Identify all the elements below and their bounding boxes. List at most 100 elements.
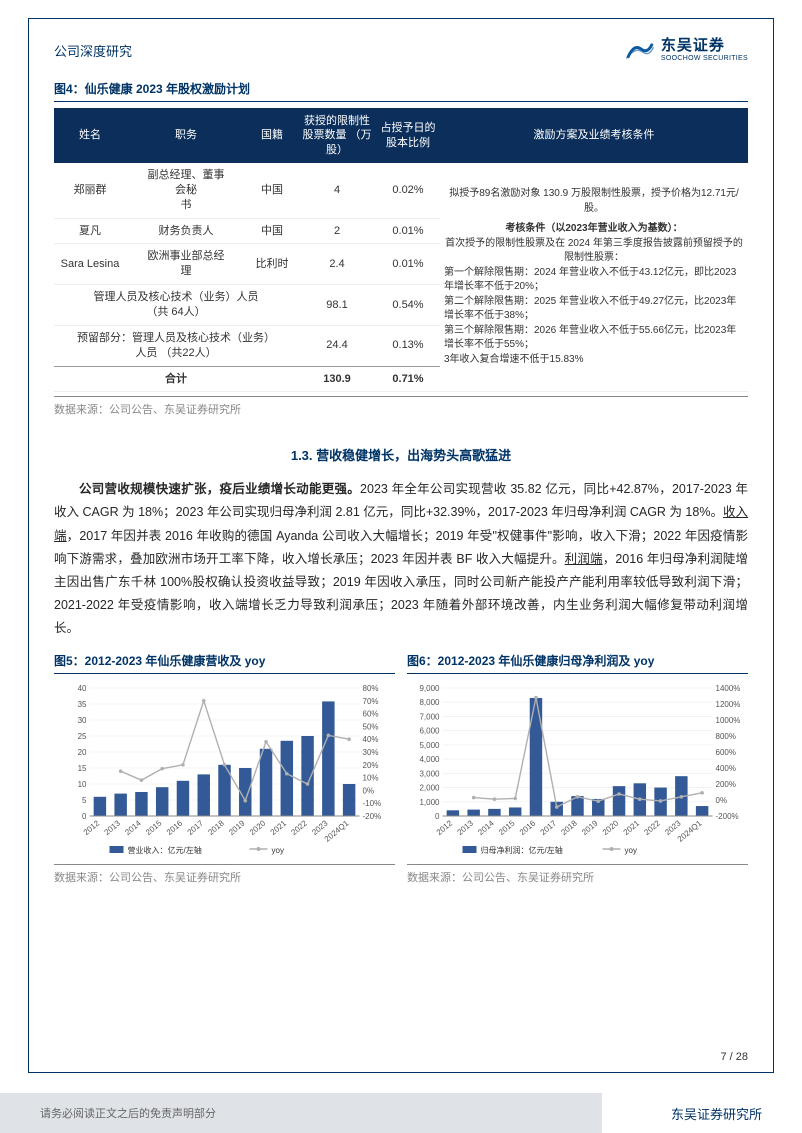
svg-text:2020: 2020: [601, 819, 621, 838]
fig4-source: 数据来源：公司公告、东吴证券研究所: [54, 396, 748, 417]
svg-text:2013: 2013: [103, 819, 123, 838]
section-heading: 1.3. 营收稳健增长，出海势头高歌猛进: [54, 445, 748, 464]
page-number: 7 / 28: [720, 1051, 748, 1063]
section-paragraph: 公司营收规模快速扩张，疫后业绩增长动能更强。2023 年全年公司实现营收 35.…: [54, 478, 748, 640]
brand-logo: 东吴证券 SOOCHOW SECURITIES: [625, 38, 748, 62]
svg-text:2021: 2021: [622, 819, 642, 838]
cell-pct: 0.54%: [376, 285, 440, 326]
cell-pos: 财务负责人: [126, 218, 246, 244]
svg-text:0%: 0%: [716, 796, 728, 805]
svg-text:-20%: -20%: [363, 812, 382, 821]
svg-text:2018: 2018: [559, 819, 579, 838]
svg-text:2015: 2015: [497, 819, 517, 838]
svg-text:0: 0: [82, 812, 87, 821]
incentive-table: 姓名 职务 国籍 获授的限制性 股票数量 （万股） 占授予日的 股本比例 激励方…: [54, 108, 748, 392]
svg-text:40: 40: [78, 684, 87, 693]
svg-text:5: 5: [82, 796, 87, 805]
svg-text:40%: 40%: [363, 735, 379, 744]
cell-name: Sara Lesina: [54, 244, 126, 285]
page-footer: 请务必阅读正文之后的免责声明部分 东吴证券研究所: [0, 1093, 802, 1133]
profit-label: 利润端: [565, 552, 603, 566]
cell-pos: 欧洲事业部总经 理: [126, 244, 246, 285]
svg-text:3,000: 3,000: [419, 770, 440, 779]
logo-text-en: SOOCHOW SECURITIES: [661, 55, 748, 63]
doc-type-label: 公司深度研究: [54, 41, 132, 60]
cell-qty: 4: [298, 163, 376, 218]
svg-text:20: 20: [78, 748, 87, 757]
figure-6: 图6：2012-2023 年仙乐健康归母净利润及 yoy 01,0002,000…: [407, 652, 748, 885]
fig5-caption: 图5：2012-2023 年仙乐健康营收及 yoy: [54, 652, 395, 674]
cell-pct: 0.02%: [376, 163, 440, 218]
cell-pct: 0.01%: [376, 218, 440, 244]
logo-icon: [625, 39, 655, 61]
logo-text-cn: 东吴证券: [661, 38, 748, 55]
svg-text:2019: 2019: [580, 819, 600, 838]
figure-4: 图4：仙乐健康 2023 年股权激励计划 姓名 职务 国籍 获授的限制性 股票数…: [54, 80, 748, 417]
cell-nat: 中国: [246, 218, 298, 244]
fig5-source: 数据来源：公司公告、东吴证券研究所: [54, 864, 395, 885]
svg-text:yoy: yoy: [272, 846, 284, 855]
table-row: 郑丽群副总经理、董事 会秘 书中国40.02%拟授予89名激励对象 130.9 …: [54, 163, 748, 218]
svg-text:2,000: 2,000: [419, 784, 440, 793]
svg-text:5,000: 5,000: [419, 741, 440, 750]
svg-text:2022: 2022: [289, 819, 309, 838]
svg-text:2016: 2016: [518, 819, 538, 838]
footer-disclaimer: 请务必阅读正文之后的免责声明部分: [0, 1093, 602, 1133]
cell-qty: 98.1: [298, 285, 376, 326]
th-position: 职务: [126, 108, 246, 163]
svg-text:归母净利润：亿元/左轴: 归母净利润：亿元/左轴: [481, 845, 563, 855]
th-nationality: 国籍: [246, 108, 298, 163]
svg-text:30%: 30%: [363, 748, 379, 757]
svg-text:70%: 70%: [363, 697, 379, 706]
cell-conditions: 拟授予89名激励对象 130.9 万股限制性股票，授予价格为12.71元/股。考…: [440, 163, 748, 392]
svg-text:1200%: 1200%: [716, 700, 741, 709]
svg-text:50%: 50%: [363, 723, 379, 732]
svg-text:30: 30: [78, 716, 87, 725]
svg-text:1400%: 1400%: [716, 684, 741, 693]
svg-text:15: 15: [78, 764, 87, 773]
cell-merged: 合计: [54, 366, 298, 392]
cell-pct: 0.13%: [376, 325, 440, 366]
cell-qty: 130.9: [298, 366, 376, 392]
svg-text:2014: 2014: [476, 819, 496, 838]
charts-row: 图5：2012-2023 年仙乐健康营收及 yoy 05101520253035…: [54, 652, 748, 885]
svg-text:9,000: 9,000: [419, 684, 440, 693]
cell-pct: 0.71%: [376, 366, 440, 392]
svg-text:yoy: yoy: [625, 846, 637, 855]
cell-name: 郑丽群: [54, 163, 126, 218]
cell-pct: 0.01%: [376, 244, 440, 285]
th-quantity: 获授的限制性 股票数量 （万股）: [298, 108, 376, 163]
svg-text:2017: 2017: [186, 819, 206, 838]
svg-text:0%: 0%: [363, 787, 375, 796]
th-name: 姓名: [54, 108, 126, 163]
svg-text:2021: 2021: [269, 819, 289, 838]
svg-text:0: 0: [435, 812, 440, 821]
svg-text:2014: 2014: [123, 819, 143, 838]
th-percent: 占授予日的 股本比例: [376, 108, 440, 163]
svg-text:-10%: -10%: [363, 799, 382, 808]
svg-text:2018: 2018: [206, 819, 226, 838]
th-conditions: 激励方案及业绩考核条件: [440, 108, 748, 163]
svg-text:6,000: 6,000: [419, 727, 440, 736]
fig6-chart: 01,0002,0003,0004,0005,0006,0007,0008,00…: [407, 680, 748, 860]
svg-text:10: 10: [78, 780, 87, 789]
para-bold: 公司营收规模快速扩张，疫后业绩增长动能更强。: [79, 482, 360, 496]
footer-org: 东吴证券研究所: [602, 1104, 802, 1123]
svg-text:35: 35: [78, 700, 87, 709]
svg-text:1000%: 1000%: [716, 716, 741, 725]
svg-text:10%: 10%: [363, 774, 379, 783]
svg-text:7,000: 7,000: [419, 713, 440, 722]
svg-text:2020: 2020: [248, 819, 268, 838]
cell-merged: 预留部分：管理人员及核心技术（业务） 人员 （共22人）: [54, 325, 298, 366]
svg-text:800%: 800%: [716, 732, 736, 741]
svg-text:2013: 2013: [456, 819, 476, 838]
figure-5: 图5：2012-2023 年仙乐健康营收及 yoy 05101520253035…: [54, 652, 395, 885]
cell-nat: 比利时: [246, 244, 298, 285]
cell-pos: 副总经理、董事 会秘 书: [126, 163, 246, 218]
svg-text:2012: 2012: [82, 819, 102, 838]
svg-text:60%: 60%: [363, 710, 379, 719]
svg-text:2016: 2016: [165, 819, 185, 838]
svg-text:4,000: 4,000: [419, 755, 440, 764]
cell-nat: 中国: [246, 163, 298, 218]
svg-text:-200%: -200%: [716, 812, 739, 821]
